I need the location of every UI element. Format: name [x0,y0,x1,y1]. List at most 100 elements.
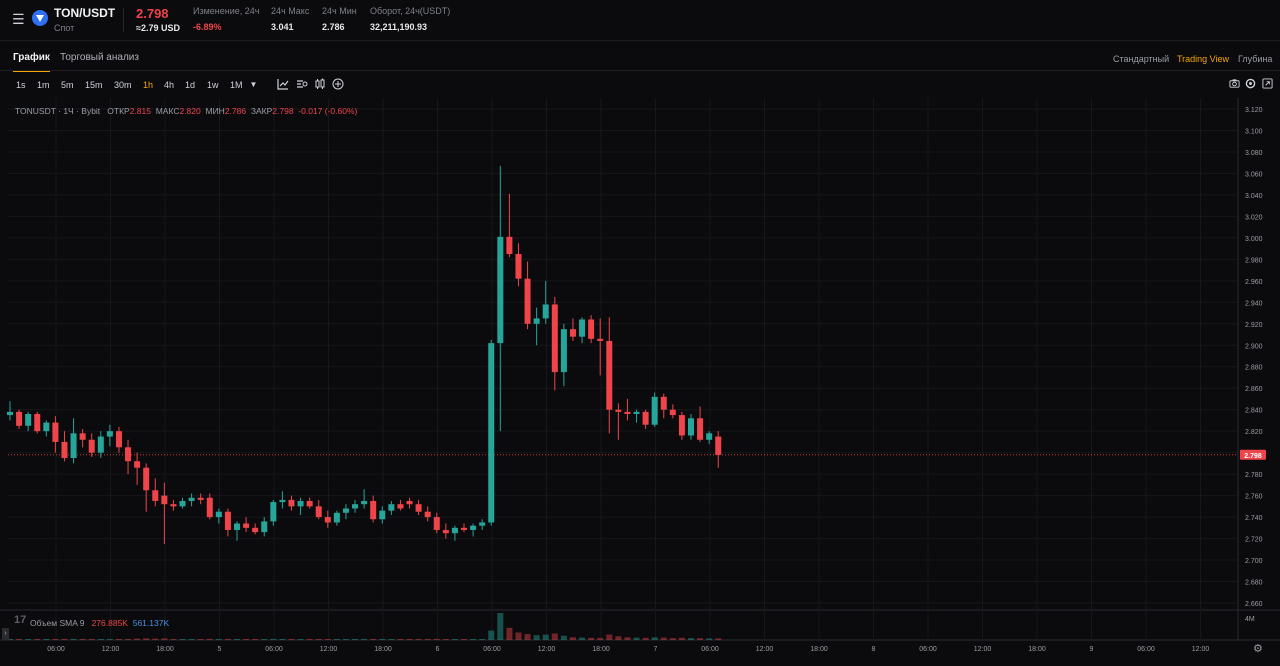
volume-bar [25,639,32,640]
tab-trading-analysis[interactable]: Торговый анализ [60,52,139,63]
timeframe-4h[interactable]: 4h [164,80,175,90]
candle-body [579,319,586,337]
candle-body [170,504,177,507]
volume-bar [70,638,77,640]
timeframe-1s[interactable]: 1s [16,80,26,90]
settings-icon[interactable] [1244,78,1256,90]
volume-bar [606,634,613,640]
bar-style-icon[interactable] [295,78,308,91]
candle-body [542,304,549,319]
volume-bar [397,639,404,640]
volume-bar [170,639,177,640]
axis-settings-icon[interactable]: ⚙ [1253,643,1263,655]
menu-icon[interactable]: ☰ [12,11,25,27]
candle-body [615,409,622,412]
time-tick-label: 06:00 [1137,646,1155,653]
time-tick-label: 06:00 [265,646,283,653]
volume-bar [352,639,359,640]
price-tick-label: 2.700 [1245,558,1263,565]
candle-body [106,431,113,437]
volume-bar [134,638,141,640]
tradingview-logo: 17 [14,614,27,626]
candle-style-icon[interactable] [313,78,326,91]
candle-body [524,278,531,324]
pair-type: Спот [54,23,75,33]
chevron-down-icon[interactable]: ▼ [249,80,258,89]
volume-bar [579,637,586,640]
candle-body [451,527,458,534]
timeframe-30m[interactable]: 30m [114,80,132,90]
candle-body [261,521,268,533]
add-icon[interactable] [331,78,344,91]
view-standard[interactable]: Стандартный [1113,54,1170,64]
legend-close-label: ЗАКР [250,106,273,116]
candle-body [197,497,204,500]
time-tick-label: 5 [218,646,222,653]
candle-body [134,461,141,468]
stat-value: -6.89% [193,22,222,32]
volume-bar [279,639,286,640]
top-bar: ☰ TON/USDT Спот 2.798 ≈2.79 USD Изменени… [0,0,1280,41]
candle-body [342,508,349,513]
usd-price: ≈2.79 USD [136,23,180,33]
tab-chart[interactable]: График [13,52,50,72]
chart-tabs: График Торговый анализ Стандартный Tradi… [0,44,1280,72]
time-tick-label: 06:00 [919,646,937,653]
indicator-icon[interactable] [276,78,289,91]
candle-body [25,413,32,426]
volume-bar [479,639,486,640]
candle-body [669,409,676,416]
volume-bar [288,639,295,640]
volume-bar [224,638,231,640]
volume-bar [324,639,331,640]
legend-symbol: TONUSDT · 1Ч · Bybit [15,106,101,116]
volume-bar [34,639,41,640]
price-tick-label: 2.900 [1245,343,1263,350]
price-tick-label: 2.980 [1245,257,1263,264]
volume-bar [370,639,377,640]
time-tick-label: 18:00 [592,646,610,653]
candle-body [442,529,449,534]
timeframe-15m[interactable]: 15m [85,80,103,90]
volume-bar [497,613,504,640]
price-tick-label: 3.080 [1245,150,1263,157]
pair-name[interactable]: TON/USDT [54,6,116,20]
stat-label: Оборот, 24ч(USDT) [370,6,451,16]
stat-change-24h: Изменение, 24ч -6.89% [193,6,259,32]
stat-label: 24ч Мин [322,6,357,16]
price-tick-label: 2.780 [1245,472,1263,479]
chevron-right-icon[interactable]: › [2,628,9,640]
timeframe-1m[interactable]: 1m [37,80,50,90]
divider [123,8,124,32]
candle-body [660,396,667,410]
camera-icon[interactable] [1228,78,1240,90]
price-tick-label: 2.760 [1245,494,1263,501]
candle-body [52,422,59,442]
candle-body [697,418,704,440]
timeframe-1w[interactable]: 1w [207,80,219,90]
volume-bar [43,639,50,640]
volume-bar [660,637,667,640]
price-tick-label: 2.660 [1245,601,1263,608]
timeframe-1M[interactable]: 1M [230,80,243,90]
volume-bar [179,639,186,640]
volume-bar [433,638,440,640]
time-tick-label: 12:00 [538,646,556,653]
candle-body [315,506,322,518]
chart-toolbar: 1s 1m 5m 15m 30m 1h 4h 1d 1w 1M ▼ [0,74,1280,96]
timeframe-1h[interactable]: 1h [143,80,154,90]
timeframe-5m[interactable]: 5m [61,80,74,90]
view-depth[interactable]: Глубина [1238,54,1273,64]
volume-bar [197,639,204,640]
fullscreen-icon[interactable] [1261,78,1273,90]
volume-bar [442,639,449,640]
volume-bar [106,639,113,640]
candle-body [88,439,95,453]
volume-bar [506,627,513,640]
view-trading-view[interactable]: Trading View [1177,54,1230,64]
volume-bar [252,639,259,640]
timeframe-1d[interactable]: 1d [185,80,196,90]
volume-bar [688,638,694,640]
volume-bar [188,639,195,640]
